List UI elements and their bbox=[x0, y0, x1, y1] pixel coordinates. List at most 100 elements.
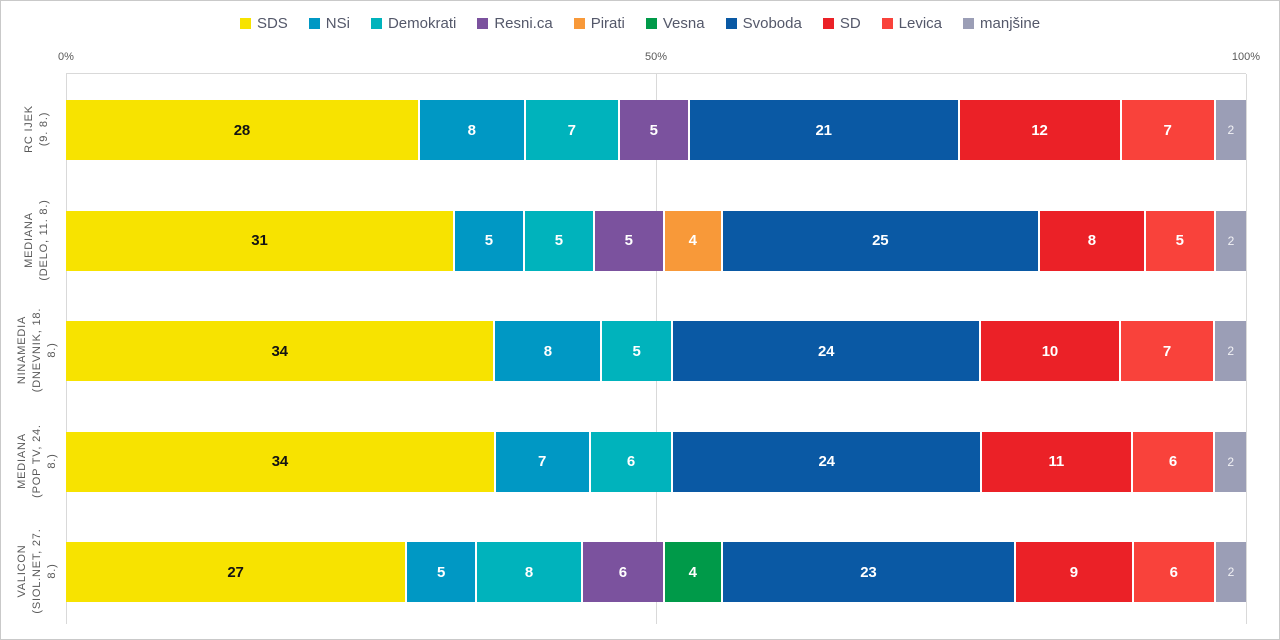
bar-segment: 5 bbox=[1145, 210, 1214, 271]
legend-swatch-icon bbox=[963, 18, 975, 29]
segment-value: 2 bbox=[1227, 454, 1234, 469]
legend-item-label: manjšine bbox=[980, 15, 1041, 32]
segment-value: 34 bbox=[271, 342, 289, 360]
segment-value: 2 bbox=[1227, 565, 1235, 580]
poll-row-bar: 28 8 7 5 21 12 7 2 bbox=[66, 100, 1246, 160]
segment-value: 31 bbox=[251, 232, 268, 250]
legend-item: manjšine bbox=[963, 15, 1040, 32]
segment-value: 8 bbox=[524, 563, 533, 581]
legend-item: Demokrati bbox=[370, 15, 457, 32]
legend-item-label: Svoboda bbox=[742, 15, 802, 32]
gridline bbox=[1246, 74, 1247, 624]
row-label-line: (SIOL.NET, 27. bbox=[30, 528, 43, 614]
legend-item-label: Demokrati bbox=[387, 15, 457, 32]
row-label: VALICON (SIOL.NET, 27. 8.) bbox=[9, 491, 65, 639]
row-label-line: VALICON bbox=[15, 544, 28, 598]
row-label-line: 8.) bbox=[45, 563, 58, 580]
segment-value: 2 bbox=[1227, 123, 1235, 137]
bar-segment: 7 bbox=[1120, 321, 1214, 382]
bar-segment: 8 bbox=[495, 321, 601, 382]
segment-value: 5 bbox=[554, 232, 563, 250]
bar-segment: 27 bbox=[66, 542, 406, 603]
bar-segment: 2 bbox=[1215, 431, 1246, 492]
poll-row-bar: 31 5 5 5 4 25 8 5 2 bbox=[66, 210, 1247, 271]
segment-value: 27 bbox=[227, 563, 244, 581]
segment-value: 11 bbox=[1048, 453, 1065, 471]
poll-row-bar: 27 5 8 6 4 23 9 6 2 bbox=[66, 542, 1246, 603]
segment-value: 12 bbox=[1031, 121, 1048, 139]
bar-segment: 34 bbox=[66, 321, 494, 382]
plot-area: 28 8 7 5 21 12 7 2 31 5 5 5 4 25 8 5 2 34 8 5 24 10 7 2 34 7 6 24 11… bbox=[66, 73, 1247, 627]
axis-tick-label: 100% bbox=[1231, 51, 1261, 63]
bar-segment: 21 bbox=[689, 100, 958, 160]
bar-segment: 8 bbox=[419, 100, 524, 160]
segment-value: 10 bbox=[1041, 342, 1059, 360]
legend-item-label: NSi bbox=[325, 15, 350, 32]
bar-segment: 8 bbox=[477, 542, 581, 603]
segment-value: 6 bbox=[1168, 453, 1177, 471]
legend-item: Vesna bbox=[645, 15, 705, 32]
chart-legend: SDS NSi Demokrati Resni.ca Pirati Vesna Svobod… bbox=[1, 15, 1279, 32]
segment-value: 5 bbox=[649, 121, 658, 139]
bar-segment: 8 bbox=[1039, 210, 1144, 271]
segment-value: 25 bbox=[872, 232, 889, 250]
bar-segment: 6 bbox=[582, 542, 663, 603]
bar-segment: 23 bbox=[722, 542, 1014, 603]
segment-value: 5 bbox=[484, 232, 493, 250]
segment-value: 28 bbox=[233, 121, 251, 139]
bar-segment: 2 bbox=[1215, 100, 1246, 160]
bar-segment: 4 bbox=[664, 210, 721, 271]
segment-value: 5 bbox=[436, 563, 446, 581]
bar-segment: 5 bbox=[454, 210, 523, 271]
segment-value: 9 bbox=[1069, 563, 1078, 581]
legend-item: Pirati bbox=[573, 15, 625, 32]
legend-swatch-icon bbox=[725, 18, 737, 29]
segment-value: 4 bbox=[688, 232, 697, 250]
bar-segment: 2 bbox=[1215, 542, 1246, 603]
legend-item-label: Resni.ca bbox=[494, 15, 553, 32]
legend-item-label: Levica bbox=[898, 15, 943, 32]
segment-value: 6 bbox=[626, 453, 635, 471]
bar-segment: 11 bbox=[981, 431, 1131, 492]
bar-segment: 24 bbox=[672, 321, 980, 382]
axis-tick-label: 50% bbox=[644, 51, 668, 63]
segment-value: 4 bbox=[688, 563, 697, 581]
legend-item: NSi bbox=[308, 15, 350, 32]
legend-swatch-icon bbox=[645, 18, 657, 29]
segment-value: 8 bbox=[1087, 232, 1096, 250]
bar-segment: 9 bbox=[1015, 542, 1132, 603]
legend-item-label: SDS bbox=[256, 15, 288, 32]
segment-value: 23 bbox=[860, 563, 877, 581]
segment-value: 7 bbox=[567, 121, 576, 139]
poll-row-bar: 34 7 6 24 11 6 2 bbox=[66, 431, 1246, 492]
segment-value: 7 bbox=[1163, 121, 1172, 139]
legend-swatch-icon bbox=[477, 18, 489, 29]
bar-segment: 5 bbox=[524, 210, 593, 271]
legend-item: Resni.ca bbox=[477, 15, 553, 32]
bar-segment: 12 bbox=[959, 100, 1120, 160]
bar-segment: 6 bbox=[1133, 542, 1214, 603]
legend-swatch-icon bbox=[308, 18, 320, 29]
legend-swatch-icon bbox=[573, 18, 585, 29]
segment-value: 6 bbox=[1169, 563, 1178, 581]
bar-segment: 34 bbox=[66, 431, 494, 492]
legend-swatch-icon bbox=[822, 18, 834, 29]
bar-segment: 6 bbox=[1132, 431, 1214, 492]
segment-value: 6 bbox=[618, 563, 627, 581]
segment-value: 8 bbox=[467, 121, 476, 139]
segment-value: 5 bbox=[632, 342, 641, 360]
segment-value: 7 bbox=[1162, 342, 1171, 360]
bar-segment: 7 bbox=[1121, 100, 1214, 160]
bar-segment: 24 bbox=[673, 431, 980, 492]
segment-value: 2 bbox=[1227, 344, 1234, 359]
bar-segment: 25 bbox=[722, 210, 1038, 271]
legend-item-label: SD bbox=[839, 15, 861, 32]
bar-segment: 7 bbox=[525, 100, 618, 160]
segment-value: 34 bbox=[271, 453, 289, 471]
legend-item-label: Vesna bbox=[662, 15, 705, 32]
legend-item-label: Pirati bbox=[590, 15, 625, 32]
legend-item: Levica bbox=[881, 15, 943, 32]
axis-tick-label: 0% bbox=[58, 51, 74, 63]
legend-item: SDS bbox=[239, 15, 288, 32]
segment-value: 5 bbox=[624, 232, 633, 250]
